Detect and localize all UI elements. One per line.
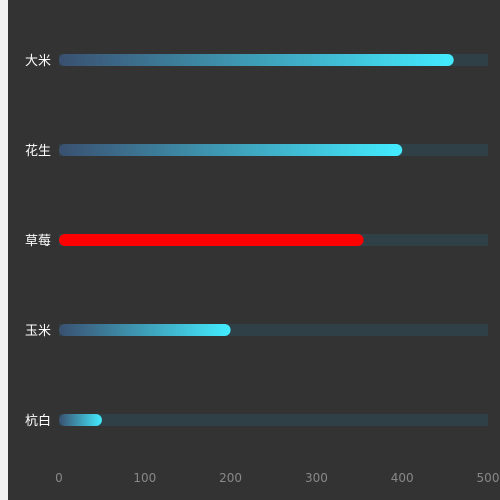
category-label: 杭白 <box>25 413 51 429</box>
category-label: 花生 <box>25 143 51 159</box>
x-axis-ticks: 0 100 200 300 400 500 <box>55 471 499 485</box>
x-tick-label: 400 <box>391 471 414 485</box>
bar-3[interactable] <box>59 324 231 336</box>
x-tick-label: 200 <box>219 471 242 485</box>
bar-4[interactable] <box>59 414 102 426</box>
x-tick-label: 100 <box>133 471 156 485</box>
bar-track <box>59 414 488 426</box>
bars <box>59 54 454 426</box>
x-tick-label: 500 <box>477 471 500 485</box>
category-label: 草莓 <box>25 234 51 249</box>
x-tick-label: 0 <box>55 471 63 485</box>
category-label: 玉米 <box>25 324 51 339</box>
bar-1[interactable] <box>59 144 403 156</box>
x-tick-label: 300 <box>305 471 328 485</box>
category-label: 大米 <box>25 54 51 69</box>
bar-0[interactable] <box>59 54 454 66</box>
chart-panel: 大米花生草莓玉米杭白 0 100 200 300 400 500 <box>8 0 500 500</box>
bar-2[interactable] <box>59 234 364 246</box>
